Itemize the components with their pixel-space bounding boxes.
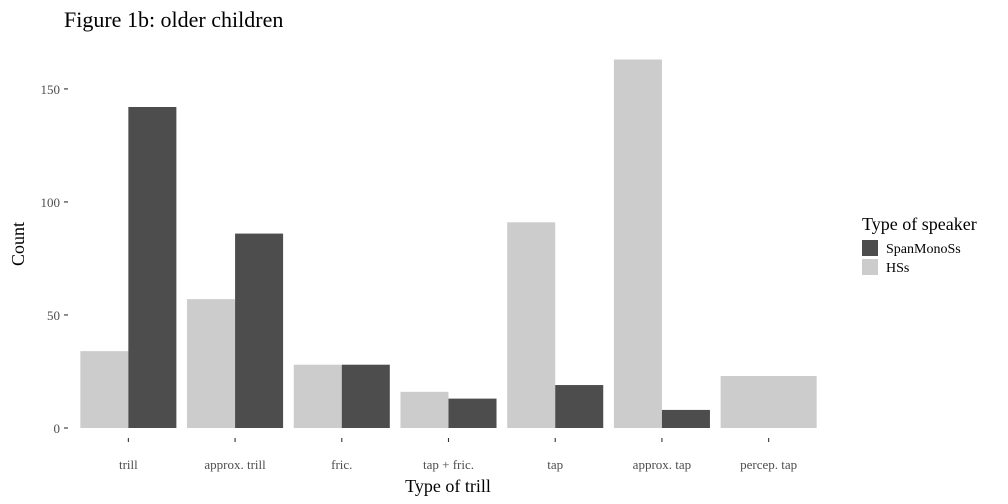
bar-hss-5: [613, 59, 662, 429]
y-tick-label: 0: [54, 421, 61, 436]
y-tick-label: 150: [41, 82, 61, 97]
y-axis-title: Count: [8, 222, 28, 266]
bar-hss-6: [720, 376, 817, 428]
bar-hss-3: [400, 391, 449, 428]
bar-spanmonoss-1: [235, 233, 284, 428]
bar-hss-1: [187, 299, 236, 428]
x-tick-label: trill: [119, 457, 138, 472]
y-tick-label: 50: [47, 308, 60, 323]
x-tick-label: percep. tap: [740, 457, 797, 472]
y-tick-label: 100: [41, 195, 61, 210]
bar-hss-0: [80, 351, 129, 428]
bar-spanmonoss-3: [448, 398, 497, 428]
bar-spanmonoss-5: [661, 409, 710, 428]
bar-spanmonoss-0: [128, 106, 177, 428]
x-tick-label: fric.: [331, 457, 352, 472]
bar-spanmonoss-2: [341, 364, 390, 428]
x-axis-title: Type of trill: [405, 476, 491, 496]
x-axis: trill approx. trill fric. tap + fric. tap app…: [119, 438, 797, 472]
x-tick-label: tap: [547, 457, 563, 472]
bar-hss-4: [507, 222, 556, 428]
x-tick-label: tap + fric.: [423, 457, 474, 472]
legend-label-spanmonoss: SpanMonoSs: [886, 242, 961, 257]
legend-title: Type of speaker: [862, 214, 977, 234]
legend-key-spanmonoss: [862, 240, 878, 256]
y-axis: 0 50 100 150: [41, 82, 68, 436]
legend-label-hss: HSs: [886, 261, 909, 276]
x-tick-label: approx. tap: [633, 457, 691, 472]
chart-title: Figure 1b: older children: [64, 7, 283, 32]
plot-area: [80, 59, 817, 429]
legend-key-hss: [862, 259, 878, 275]
legend: Type of speaker SpanMonoSs HSs: [862, 214, 977, 276]
bar-hss-2: [293, 364, 342, 428]
bar-spanmonoss-4: [555, 385, 604, 428]
x-tick-label: approx. trill: [204, 457, 266, 472]
